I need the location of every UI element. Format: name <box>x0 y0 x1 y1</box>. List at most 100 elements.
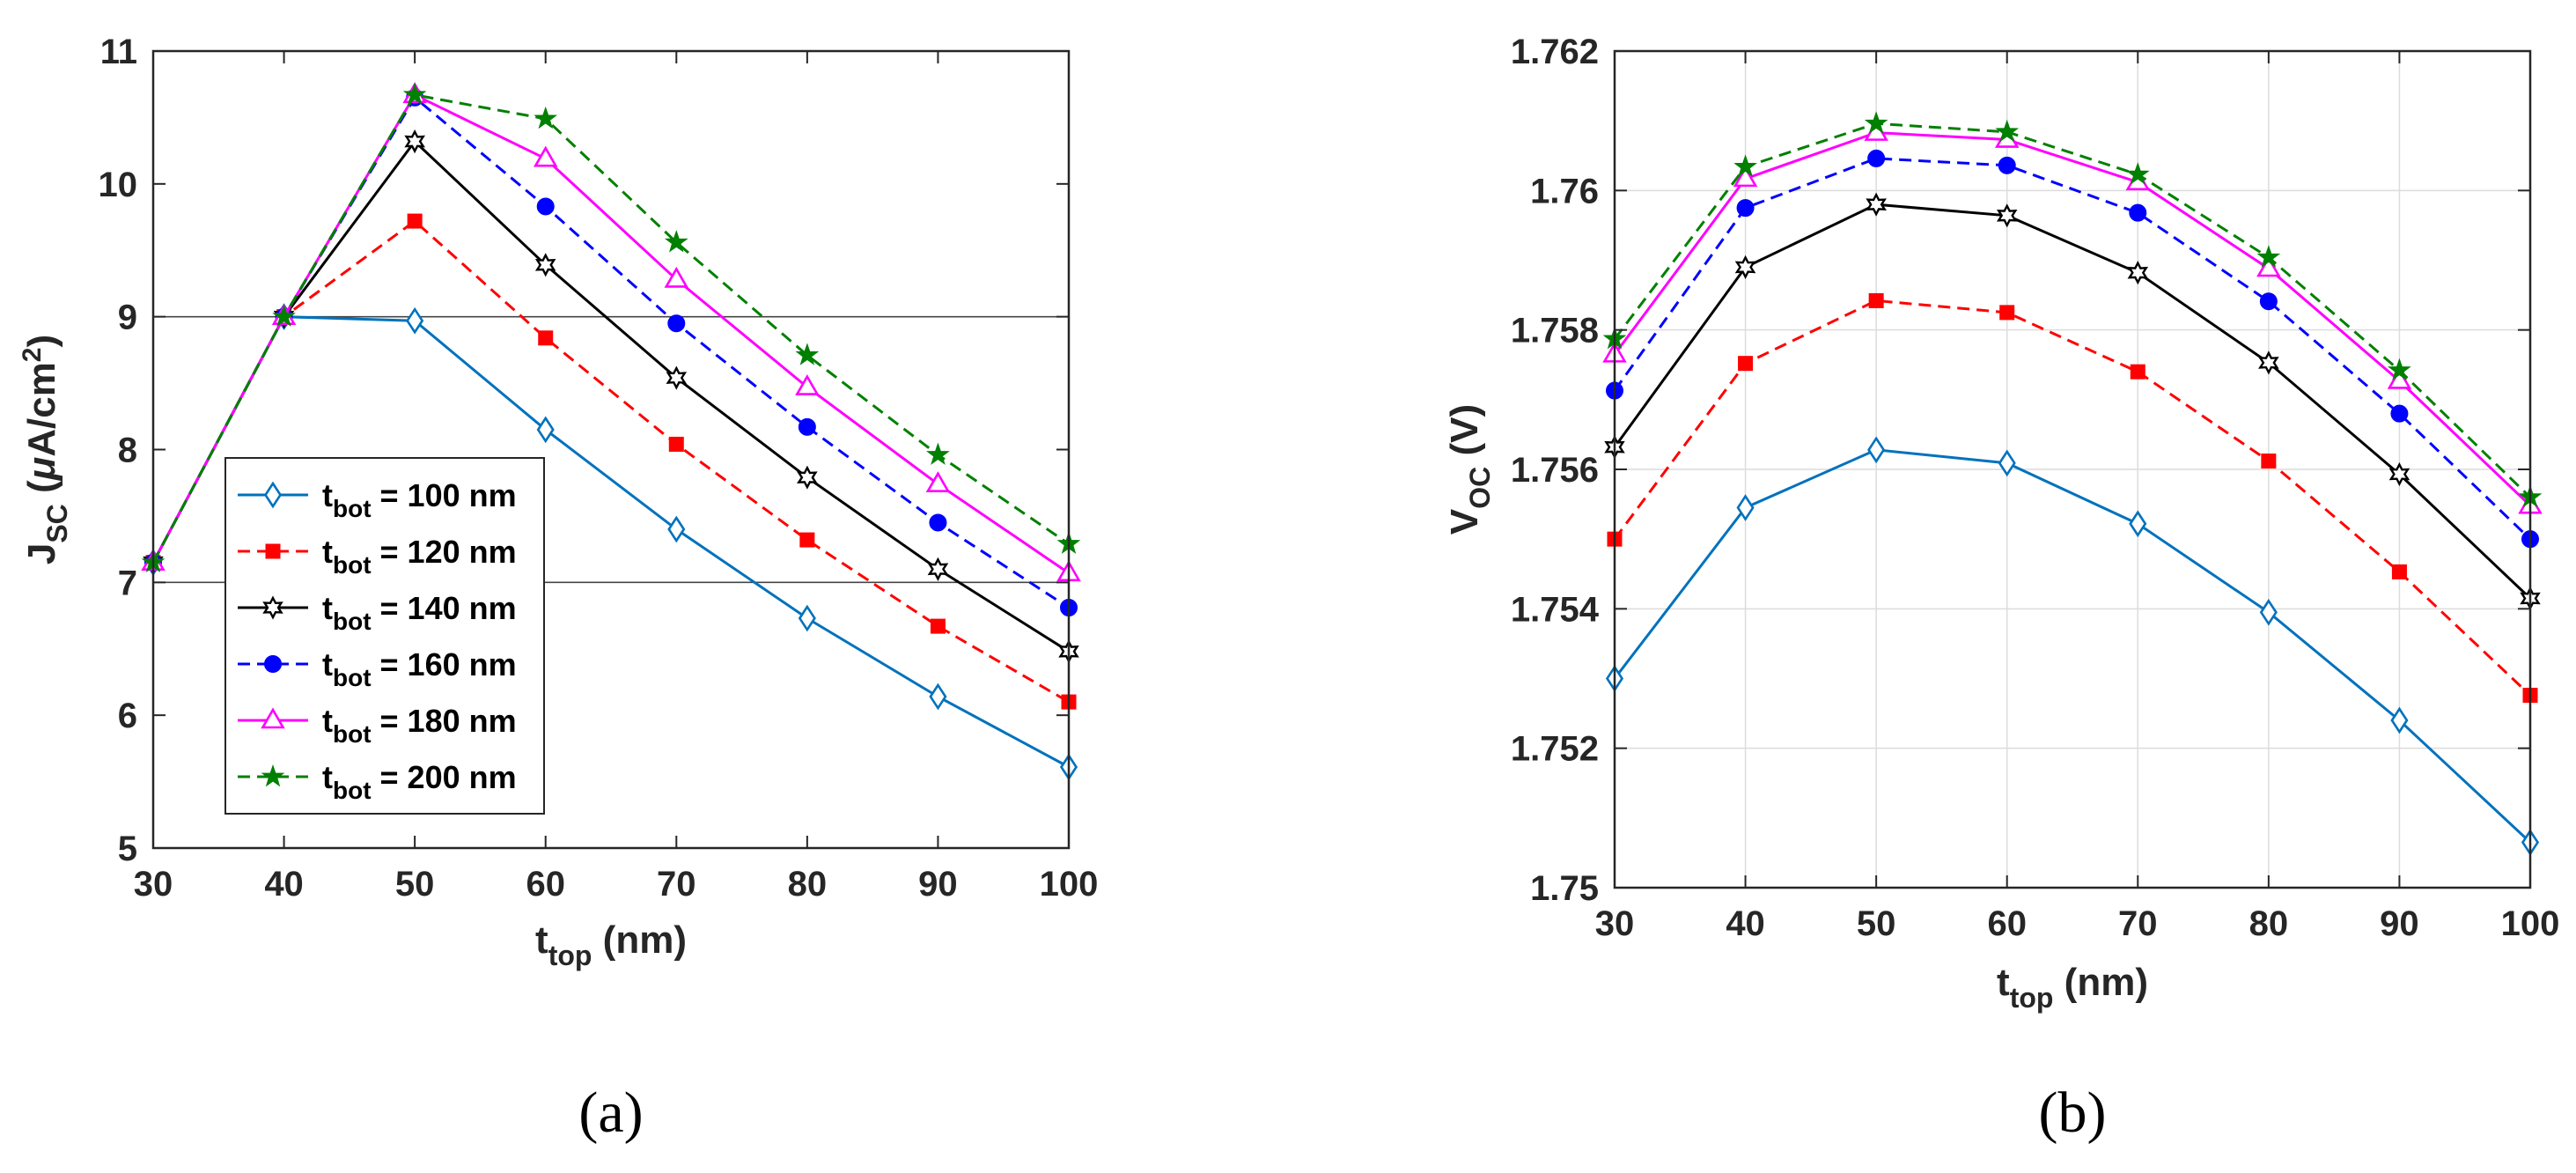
x-tick-label: 60 <box>526 865 565 904</box>
data-point <box>536 197 555 216</box>
x-tick-label: 70 <box>2118 904 2158 943</box>
legend-label-sub: bot <box>333 720 372 748</box>
data-point <box>1866 192 1887 217</box>
y-label-main: J <box>20 543 63 564</box>
data-point <box>1998 156 2016 174</box>
data-point <box>2258 350 2279 375</box>
legend-label-main: t <box>322 646 333 682</box>
x-label-main: t <box>1997 961 2010 1004</box>
data-point <box>667 314 686 333</box>
x-tick-label: 100 <box>1040 865 1099 904</box>
data-point <box>2387 367 2412 389</box>
data-point <box>2261 454 2277 468</box>
data-point <box>666 365 688 390</box>
x-tick-label: 100 <box>2501 904 2560 943</box>
legend-label-sub: bot <box>333 608 372 635</box>
data-point <box>407 213 423 229</box>
legend-marker <box>263 481 283 509</box>
data-point <box>798 604 816 632</box>
data-point <box>2129 510 2147 538</box>
legend-label-rest: = 120 nm <box>372 534 517 570</box>
y-tick-label: 8 <box>118 432 137 470</box>
data-point <box>930 618 946 634</box>
data-point <box>2129 203 2147 222</box>
x-tick-label: 60 <box>1987 904 2027 943</box>
x-tick-label: 80 <box>788 865 828 904</box>
y-label-sup: 2 <box>18 348 47 363</box>
legend-box <box>224 457 545 815</box>
legend-marker <box>264 655 282 673</box>
legend-marker <box>265 543 281 559</box>
y-tick-label: 1.756 <box>1511 451 1599 490</box>
x-tick-label: 80 <box>2249 904 2289 943</box>
y-tick-label: 1.752 <box>1511 730 1599 769</box>
legend-entry-label: tbot = 160 nm <box>322 646 517 691</box>
y-axis-label-group: JSC (μA/cm2) <box>18 335 73 564</box>
series-line <box>1613 448 2532 844</box>
x-label-main: t <box>535 918 548 962</box>
data-point <box>798 417 816 436</box>
data-point <box>534 253 556 277</box>
series-line <box>151 315 1070 769</box>
x-axis-label: ttop (nm) <box>535 918 687 971</box>
data-point <box>668 436 684 452</box>
data-point <box>533 145 558 167</box>
data-point <box>927 557 949 581</box>
x-tick-label: 30 <box>1595 904 1635 943</box>
data-point <box>1998 449 2016 477</box>
x-label-sub: top <box>2010 982 2054 1014</box>
legend-label-rest: = 140 nm <box>372 590 517 626</box>
legend-label-rest: = 200 nm <box>372 759 517 795</box>
panel-b: 30 40 50 60 70 80 90 100 1.75 1.752 1.754 1.756 1.75… <box>1443 33 2559 1145</box>
y-tick-label: 1.762 <box>1511 33 1599 71</box>
legend-label-sub: bot <box>333 551 372 579</box>
y-tick-label: 9 <box>118 299 137 337</box>
legend-label-sub: bot <box>333 495 372 522</box>
data-point <box>2390 404 2409 423</box>
x-tick-label: 40 <box>264 865 304 904</box>
y-label-rest: ( <box>20 480 63 504</box>
legend-label-main: t <box>322 477 333 513</box>
y-tick-label: 10 <box>99 166 138 204</box>
data-point <box>2256 255 2281 277</box>
y-tick-label: 6 <box>118 697 137 735</box>
series-line <box>151 139 1070 653</box>
series-4 <box>1606 149 2539 549</box>
data-point <box>795 374 820 395</box>
legend-entry-label: tbot = 180 nm <box>322 703 517 748</box>
y-tick-label: 1.754 <box>1511 590 1600 629</box>
data-point <box>664 230 688 253</box>
x-label-rest: (nm) <box>592 918 687 962</box>
data-point <box>2391 564 2407 579</box>
legend-marker <box>261 764 285 787</box>
y-tick-label: 1.76 <box>1530 172 1599 210</box>
data-point <box>929 682 947 711</box>
series-line <box>151 93 1070 564</box>
data-point <box>1736 494 1755 521</box>
data-point <box>2130 364 2145 380</box>
y-label-sub: OC <box>1464 467 1496 509</box>
x-axis-label: ttop (nm) <box>1997 961 2148 1014</box>
data-point <box>667 515 686 543</box>
x-tick-label: 50 <box>395 865 435 904</box>
data-point <box>1868 292 1884 308</box>
y-label-rest: (V) <box>1443 404 1486 467</box>
data-point <box>2388 358 2411 380</box>
x-tick-label: 40 <box>1726 904 1765 943</box>
data-point <box>538 330 554 346</box>
data-point <box>2259 598 2278 626</box>
data-point <box>1736 199 1755 218</box>
data-point <box>2390 706 2409 734</box>
data-point <box>1734 255 1756 280</box>
x-label-rest: (nm) <box>2053 961 2148 1004</box>
legend-label-rest: = 100 nm <box>372 477 517 513</box>
series-line <box>1613 157 2532 541</box>
data-point <box>926 442 950 465</box>
legend-entry-label: tbot = 120 nm <box>322 534 517 579</box>
legend-label-sub: bot <box>333 777 372 804</box>
legend-entry-label: tbot = 200 nm <box>322 759 517 804</box>
y-label-close: ) <box>20 335 63 348</box>
data-point <box>799 532 815 548</box>
panel-caption: (b) <box>2039 1081 2107 1145</box>
